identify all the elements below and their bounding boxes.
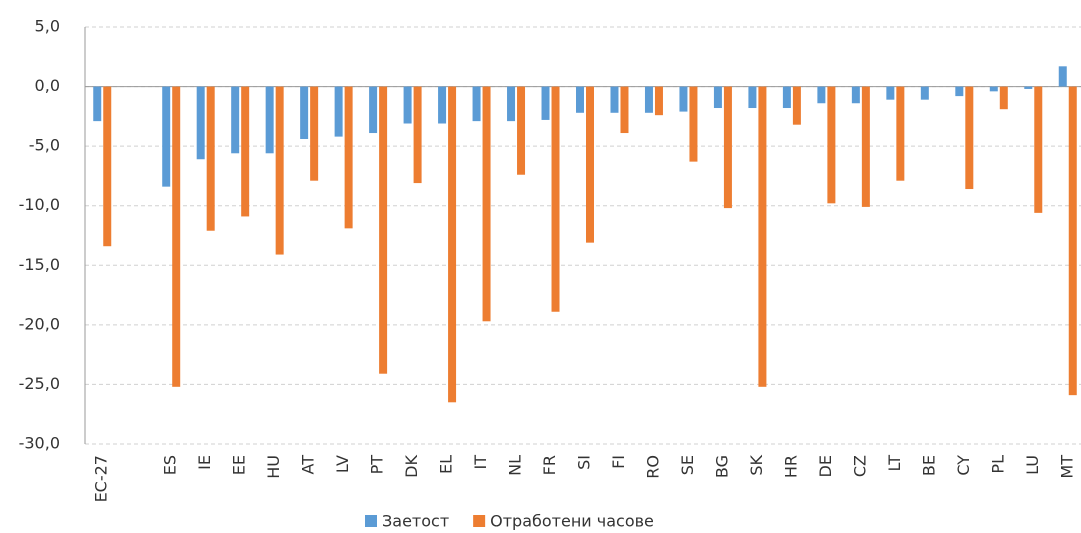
y-tick-label: -30,0 <box>19 434 60 453</box>
x-tick-label: SI <box>575 455 594 470</box>
x-tick-label: RO <box>643 455 662 479</box>
x-tick-label: FR <box>540 455 559 475</box>
bar <box>265 86 274 154</box>
bar <box>586 86 594 243</box>
y-tick-label: -25,0 <box>19 374 60 393</box>
bar <box>448 86 457 403</box>
y-tick-label: -15,0 <box>19 255 60 274</box>
x-tick-label: PL <box>988 455 1007 474</box>
bar <box>517 86 526 175</box>
bar <box>507 86 516 122</box>
bar <box>103 86 112 247</box>
bar <box>792 86 801 125</box>
bar <box>241 86 250 217</box>
bar <box>300 86 309 139</box>
bar <box>310 86 319 181</box>
legend-label: Отработени часове <box>490 512 654 531</box>
bar <box>920 86 929 100</box>
y-tick-label: -5,0 <box>29 136 60 155</box>
legend-swatch <box>365 515 377 527</box>
bar <box>93 86 102 122</box>
bar <box>541 86 550 120</box>
bar <box>344 86 353 229</box>
bar <box>1068 86 1077 396</box>
bar <box>172 86 181 387</box>
y-tick-label: -20,0 <box>19 314 60 333</box>
x-tick-label: CZ <box>850 455 869 477</box>
x-tick-label: FI <box>609 455 628 469</box>
x-tick-label: HU <box>264 455 283 479</box>
x-tick-label: CY <box>954 455 973 476</box>
x-tick-label: EL <box>437 455 456 474</box>
x-tick-label: ES <box>161 455 180 475</box>
bar <box>989 86 998 92</box>
bar <box>654 86 663 116</box>
x-tick-label: MT <box>1057 455 1076 479</box>
bar <box>438 86 447 124</box>
bar <box>644 86 653 113</box>
x-tick-label: LT <box>885 455 904 472</box>
bar <box>576 86 584 113</box>
x-tick-label: HR <box>781 455 800 478</box>
x-tick-label: DK <box>402 454 421 477</box>
x-tick-label: IT <box>471 455 490 470</box>
bar <box>713 86 722 109</box>
y-tick-label: -10,0 <box>19 195 60 214</box>
bar <box>689 86 698 162</box>
x-tick-label: PT <box>368 455 387 475</box>
bar <box>1034 86 1043 213</box>
bar <box>369 86 378 134</box>
y-tick-label: 5,0 <box>35 17 60 36</box>
x-tick-label: BE <box>919 455 938 476</box>
bar <box>955 86 964 97</box>
bar <box>275 86 284 255</box>
bar <box>334 86 343 137</box>
bar <box>679 86 688 112</box>
bar <box>861 86 870 207</box>
bar <box>620 86 629 134</box>
bar <box>472 86 481 122</box>
x-tick-label: SK <box>747 455 766 476</box>
x-tick-label: BG <box>712 455 731 478</box>
x-tick-label: IE <box>195 455 214 470</box>
bar <box>162 86 171 187</box>
x-tick-label: LU <box>1023 455 1042 475</box>
x-tick-label: EC-27 <box>92 455 111 502</box>
bar <box>965 86 974 190</box>
bar <box>896 86 905 181</box>
bar <box>231 86 240 154</box>
bar <box>551 86 560 312</box>
y-tick-label: 0,0 <box>35 76 60 95</box>
x-tick-label: DE <box>816 455 835 477</box>
legend-swatch <box>473 515 486 527</box>
bar <box>482 86 491 322</box>
bar <box>403 86 412 124</box>
bar <box>886 86 895 100</box>
x-tick-label: LV <box>333 455 352 473</box>
legend-label: Заетост <box>382 512 449 531</box>
bar <box>206 86 215 231</box>
bar <box>827 86 836 204</box>
bar <box>758 86 767 387</box>
bar <box>1024 86 1033 89</box>
x-tick-label: AT <box>299 455 318 475</box>
bar <box>196 86 205 160</box>
bar <box>782 86 791 109</box>
x-tick-label: SE <box>678 455 697 475</box>
bar <box>379 86 388 374</box>
bar <box>610 86 619 113</box>
x-tick-label: NL <box>506 455 525 476</box>
bar <box>413 86 422 184</box>
x-tick-label: EE <box>230 455 249 475</box>
bar <box>817 86 826 104</box>
bar <box>723 86 732 209</box>
bar <box>748 86 757 109</box>
bar <box>1058 66 1067 87</box>
bar <box>999 86 1008 110</box>
bar <box>851 86 860 104</box>
